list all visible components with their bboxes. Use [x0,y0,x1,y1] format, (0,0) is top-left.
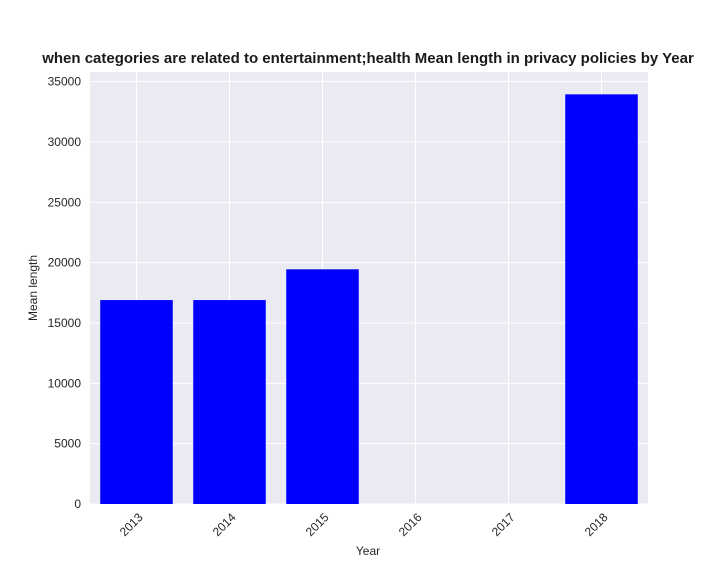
x-tick-label-2017: 2017 [489,510,518,539]
bars [100,94,638,504]
y-tick-label: 15000 [48,316,82,330]
y-tick-label: 0 [74,497,81,511]
x-tick-label-2018: 2018 [582,510,611,539]
y-tick-label: 35000 [48,75,82,89]
y-tick-label: 30000 [48,135,82,149]
y-axis-label: Mean length [26,255,40,321]
chart-title: when categories are related to entertain… [41,50,694,67]
bar-2018 [565,94,638,504]
x-axis-ticks: 2013 2014 2015 2016 2017 2018 [117,510,611,539]
x-tick-label-2015: 2015 [303,510,332,539]
bar-2014 [193,300,266,504]
x-axis-label: Year [356,544,380,558]
x-tick-label-2016: 2016 [396,510,425,539]
y-tick-label: 25000 [48,195,82,209]
plot-area [90,72,648,504]
bar-2015 [286,269,359,504]
x-tick-label-2014: 2014 [210,510,239,539]
x-tick-label-2013: 2013 [117,510,146,539]
y-axis-ticks: 0 5000 10000 15000 20000 25000 30000 35000 [48,75,82,511]
bar-2013 [100,300,173,504]
y-tick-label: 5000 [54,437,81,451]
y-tick-label: 10000 [48,376,82,390]
y-tick-label: 20000 [48,256,82,270]
